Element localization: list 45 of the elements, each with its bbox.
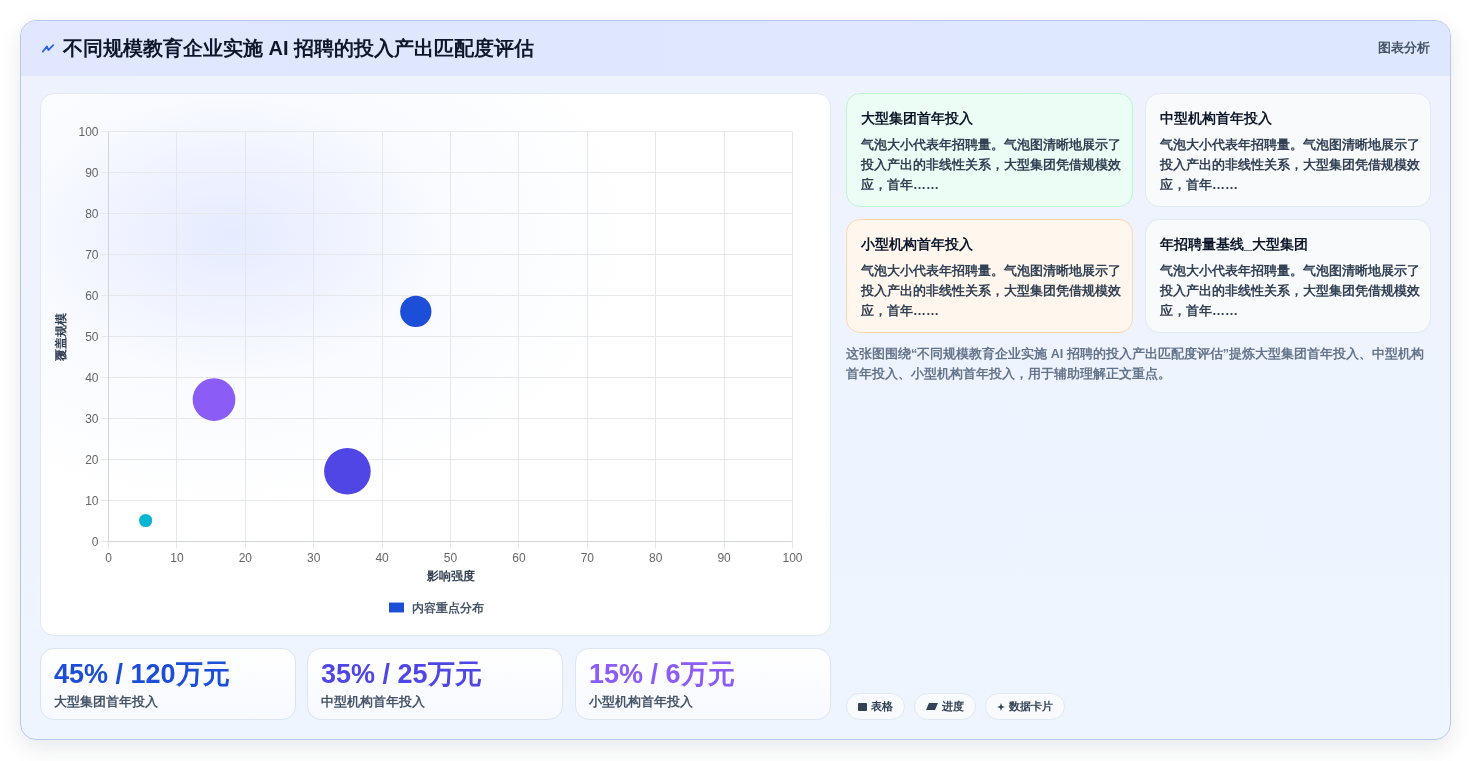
x-tick-label: 30 xyxy=(307,550,321,565)
y-tick-label: 50 xyxy=(85,329,99,344)
chart-title: 不同规模教育企业实施 AI 招聘的投入产出匹配度评估 xyxy=(63,36,535,60)
text: 15% / 6万元 xyxy=(589,658,735,690)
x-tick-label: 70 xyxy=(580,550,595,565)
text: 气泡大小代表年招聘量。气泡图清晰地展示了投入产出的非线性关系，大型集团凭借规模效应，首年…… xyxy=(1160,262,1421,320)
text: 气泡大小代表年招聘量。气泡图清晰地展示了投入产出的非线性关系，大型集团凭借规模效应，首年…… xyxy=(861,262,1122,320)
y-tick-label: 0 xyxy=(91,534,99,549)
text: 进度 xyxy=(942,699,964,714)
text: 中型机构首年投入 xyxy=(321,694,425,710)
x-tick-label: 40 xyxy=(375,550,390,565)
text: 大型集团首年投入 xyxy=(54,694,158,710)
x-tick-label: 100 xyxy=(782,550,803,565)
x-tick-label: 60 xyxy=(512,550,526,565)
text: 中型机构首年投入 xyxy=(1160,109,1272,127)
y-tick-label: 40 xyxy=(85,370,99,385)
legend-label: 内容重点分布 xyxy=(412,600,484,615)
text: 大型集团首年投入 xyxy=(861,109,973,127)
x-tick-label: 20 xyxy=(238,550,253,565)
y-tick-label: 20 xyxy=(85,452,99,467)
y-tick-label: 10 xyxy=(85,493,99,508)
x-axis-title: 影响强度 xyxy=(425,568,475,583)
text: 年招聘量基线_大型集团 xyxy=(1160,235,1308,253)
text: 气泡大小代表年招聘量。气泡图清晰地展示了投入产出的非线性关系，大型集团凭借规模效应，首年…… xyxy=(1160,136,1421,194)
text: 小型机构首年投入 xyxy=(589,694,693,710)
y-tick-label: 60 xyxy=(85,288,99,303)
y-tick-label: 30 xyxy=(85,411,99,426)
y-tick-label: 100 xyxy=(78,124,99,139)
text: 数据卡片 xyxy=(1009,699,1053,714)
x-tick-label: 0 xyxy=(105,550,113,565)
x-tick-label: 90 xyxy=(717,550,732,565)
x-tick-label: 80 xyxy=(649,550,663,565)
text: 表格 xyxy=(871,699,893,714)
text: 图表分析 xyxy=(1378,40,1430,56)
y-tick-label: 70 xyxy=(85,247,99,262)
x-tick-label: 50 xyxy=(443,550,458,565)
text: 这张图围绕“不同规模教育企业实施 AI 招聘的投入产出匹配度评估”提炼大型集团首年投入、中型机构首年投入、小型机构首年投入，用于辅助理解正文重点。 xyxy=(846,345,1425,383)
text: 小型机构首年投入 xyxy=(861,235,973,253)
y-tick-label: 80 xyxy=(85,206,99,221)
y-tick-label: 90 xyxy=(85,165,99,180)
x-tick-label: 10 xyxy=(170,550,184,565)
text: 45% / 120万元 xyxy=(54,658,230,690)
y-axis-title: 覆盖规模 xyxy=(54,312,69,362)
text: 35% / 25万元 xyxy=(321,658,482,690)
text: 气泡大小代表年招聘量。气泡图清晰地展示了投入产出的非线性关系，大型集团凭借规模效应，首年…… xyxy=(861,136,1122,194)
